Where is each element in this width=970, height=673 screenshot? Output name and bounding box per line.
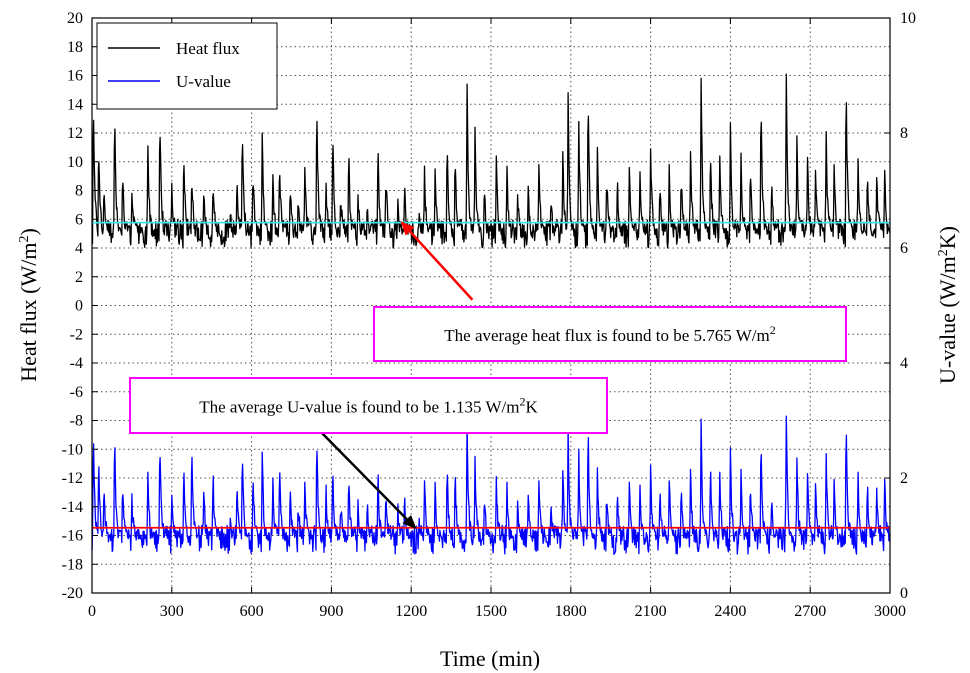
legend-label: U-value [176,72,231,91]
x-tick-label: 900 [319,603,343,620]
series-line-2 [91,415,891,555]
y-left-tick-label: 2 [75,269,83,286]
y-left-tick-label: 20 [67,10,83,27]
right-axis-title: U-value (W/m2K) [935,226,960,384]
average-reference-lines [92,221,890,529]
annotation-text: The average heat flux is found to be 5.7… [444,323,775,345]
x-tick-label: 2700 [794,603,826,620]
y-left-tick-label: 12 [67,125,83,142]
axis-ticks: 0 300 600 900 1200 1500 1800 2100 2400 2700 3000-2… [62,10,916,620]
y-left-tick-label: -8 [70,413,83,430]
y-right-tick-label: 8 [900,125,908,142]
y-left-tick-label: 14 [67,96,83,113]
annotation-text: The average U-value is found to be 1.135… [199,395,538,417]
x-tick-label: 1800 [555,603,587,620]
legend-box [96,22,278,110]
x-tick-label: 3000 [874,603,906,620]
annotations: The average heat flux is found to be 5.7… [129,221,847,530]
y-left-tick-label: 8 [75,183,83,200]
x-tick-label: 2100 [635,603,667,620]
y-left-tick-label: -18 [62,556,83,573]
legend-label: Heat flux [176,39,240,58]
y-left-tick-label: -4 [70,355,83,372]
series-lines [91,73,891,555]
x-tick-label: 1200 [395,603,427,620]
y-left-tick-label: -14 [62,499,83,516]
legend: Heat flux U-value [96,22,278,110]
x-tick-label: 1500 [475,603,507,620]
y-left-tick-label: 18 [67,39,83,56]
left-axis-title: Heat flux (W/m2) [16,228,41,382]
series-line-1 [91,73,891,249]
y-right-tick-label: 0 [900,585,908,602]
annotation-box [129,377,608,434]
y-left-tick-label: -16 [62,528,83,545]
grid-lines [92,18,890,593]
y-left-tick-label: -20 [62,585,83,602]
y-left-tick-label: 0 [75,298,83,315]
y-left-tick-label: 16 [67,68,83,85]
y-left-tick-label: -10 [62,441,83,458]
y-left-tick-label: 10 [67,154,83,171]
y-left-tick-label: 6 [75,211,83,228]
x-tick-label: 300 [160,603,184,620]
y-right-tick-label: 4 [900,355,908,372]
y-right-tick-label: 10 [900,10,916,27]
x-axis-title: Time (min) [440,646,540,671]
y-right-tick-label: 6 [900,240,908,257]
y-left-tick-label: -12 [62,470,83,487]
annotation-arrow [317,428,417,530]
y-right-tick-label: 2 [900,470,908,487]
y-left-tick-label: -6 [70,384,83,401]
x-tick-label: 600 [240,603,264,620]
x-tick-label: 0 [88,603,96,620]
y-left-tick-label: -2 [70,326,83,343]
y-left-tick-label: 4 [75,240,83,257]
x-tick-label: 2400 [714,603,746,620]
annotation-arrow [400,221,474,301]
annotation-box [373,306,847,362]
